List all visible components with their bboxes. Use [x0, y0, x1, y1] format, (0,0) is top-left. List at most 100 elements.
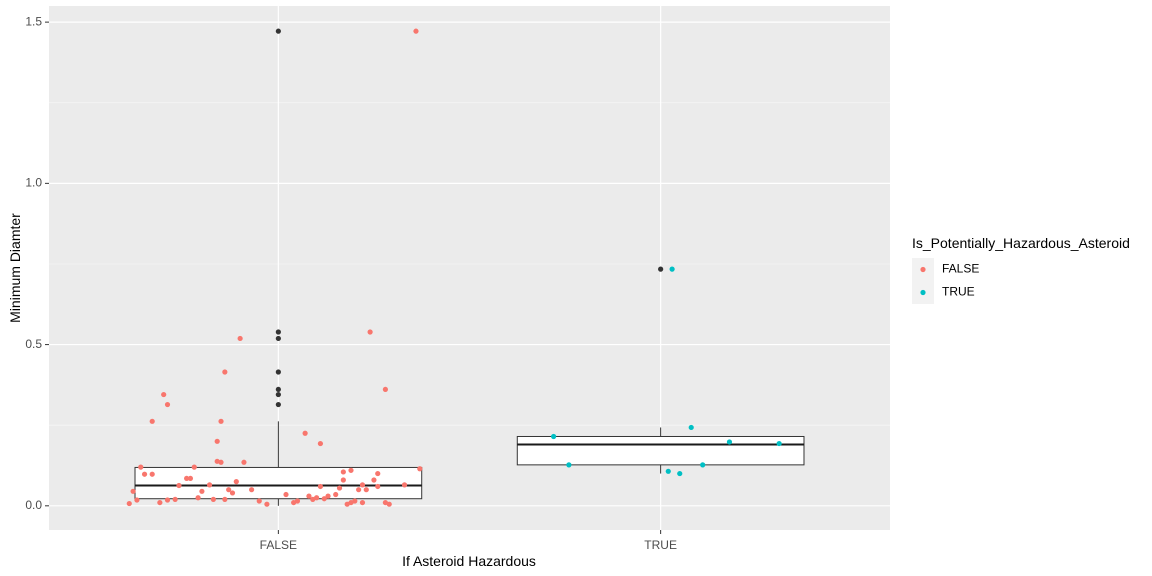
data-point-false — [229, 490, 236, 496]
data-point-false — [325, 493, 331, 499]
data-point-false — [130, 488, 136, 494]
data-point-true — [665, 468, 671, 474]
outlier-point — [275, 369, 281, 375]
data-point-false — [371, 477, 377, 483]
data-point-false — [359, 499, 366, 506]
data-point-false — [356, 487, 362, 493]
data-point-false — [264, 501, 270, 507]
data-point-false — [382, 386, 388, 393]
legend-label: TRUE — [942, 285, 975, 299]
box-layer — [134, 421, 805, 506]
data-point-false — [138, 464, 144, 470]
axis-ticks: 0.0 0.5 1.0 1.5 FALSE TRUE — [25, 14, 677, 552]
data-point-false — [241, 459, 247, 465]
data-point-false — [375, 470, 381, 477]
outlier-point — [658, 266, 664, 272]
data-point-false — [359, 482, 366, 488]
jitter-points — [126, 28, 782, 507]
data-point-false — [157, 499, 163, 506]
data-point-false — [321, 496, 327, 502]
legend-key-false — [920, 266, 926, 273]
data-point-false — [317, 483, 324, 490]
y-tick-label: 1.0 — [25, 176, 42, 190]
data-point-false — [306, 493, 312, 499]
data-point-false — [134, 497, 140, 503]
data-point-false — [237, 335, 243, 342]
data-point-false — [333, 491, 339, 498]
y-tick-label: 1.5 — [25, 14, 42, 28]
data-point-false — [226, 487, 232, 493]
data-point-true — [776, 440, 782, 447]
data-point-true — [688, 424, 694, 431]
data-point-false — [222, 369, 228, 375]
legend-title: Is_Potentially_Hazardous_Asteroid — [912, 235, 1130, 251]
legend-label: FALSE — [942, 262, 979, 276]
data-point-false — [218, 459, 224, 465]
x-tick-label: FALSE — [260, 538, 297, 552]
data-point-false — [164, 401, 171, 408]
data-point-false — [256, 498, 262, 504]
data-point-false — [199, 488, 205, 494]
data-point-false — [283, 491, 289, 498]
data-point-false — [302, 430, 308, 436]
data-point-false — [340, 477, 346, 483]
box-false — [134, 466, 423, 500]
data-point-false — [195, 495, 201, 501]
data-point-true — [566, 462, 572, 468]
data-point-false — [126, 500, 132, 507]
data-point-false — [214, 438, 220, 444]
data-point-false — [336, 485, 343, 491]
y-tick-label: 0.5 — [25, 337, 42, 351]
data-point-false — [149, 418, 155, 424]
data-point-false — [206, 482, 213, 488]
y-tick-label: 0.0 — [25, 498, 42, 512]
y-axis-title: Minimum Diamter — [7, 213, 23, 323]
data-point-false — [222, 496, 228, 502]
data-point-false — [413, 28, 419, 34]
box-true — [516, 435, 805, 466]
data-point-true — [726, 439, 733, 445]
legend-keys: FALSE TRUE — [912, 258, 979, 304]
outlier-point — [275, 386, 281, 393]
outlier-point — [275, 391, 281, 398]
data-point-false — [417, 466, 423, 472]
data-point-false — [375, 483, 381, 490]
data-point-false — [294, 498, 301, 504]
data-point-false — [172, 496, 178, 502]
data-point-false — [348, 467, 354, 473]
data-point-false — [317, 440, 324, 447]
data-point-false — [161, 391, 167, 398]
outlier-point — [275, 329, 281, 335]
data-point-false — [340, 469, 346, 475]
data-point-false — [313, 495, 320, 501]
data-point-true — [551, 433, 557, 440]
data-point-false — [164, 497, 171, 503]
data-point-false — [184, 475, 190, 482]
data-point-false — [401, 482, 408, 488]
data-point-false — [367, 329, 373, 335]
grid-lines — [49, 6, 890, 530]
outlier-point — [275, 335, 281, 342]
legend-key-true — [920, 289, 926, 296]
outlier-point — [275, 401, 281, 408]
x-axis-title: If Asteroid Hazardous — [402, 553, 536, 569]
data-point-false — [233, 479, 239, 485]
data-point-false — [191, 464, 197, 470]
outlier-layer — [275, 28, 664, 408]
data-point-false — [210, 496, 216, 502]
data-point-true — [669, 266, 675, 272]
x-tick-label: TRUE — [644, 538, 677, 552]
outlier-point — [275, 28, 281, 34]
data-point-true — [700, 462, 706, 468]
data-point-false — [141, 471, 148, 477]
data-point-false — [386, 501, 392, 507]
data-point-false — [352, 498, 358, 504]
data-point-false — [249, 487, 255, 493]
data-point-false — [363, 487, 369, 493]
legend: Is_Potentially_Hazardous_Asteroid FALSE T… — [912, 235, 1130, 304]
data-point-false — [187, 475, 194, 482]
data-point-false — [218, 418, 224, 424]
data-point-false — [149, 471, 155, 477]
data-point-false — [176, 482, 182, 489]
